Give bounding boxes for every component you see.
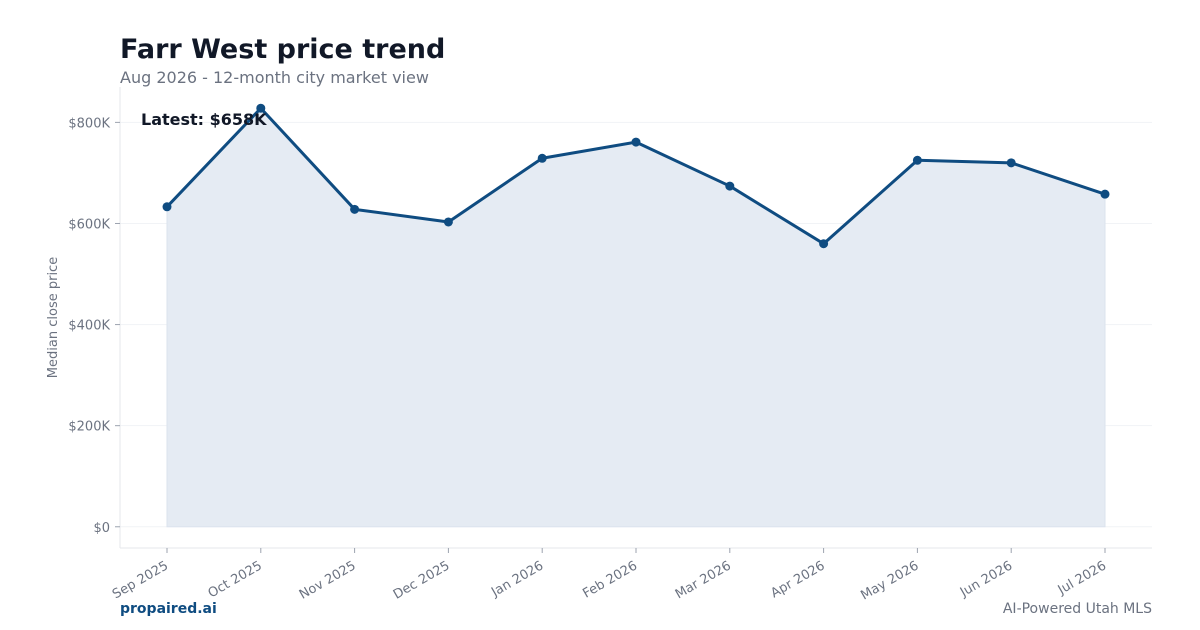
chart-subtitle: Aug 2026 - 12-month city market view (120, 68, 429, 87)
y-tick-label: $0 (93, 521, 110, 536)
y-tick-label: $400K (68, 319, 110, 334)
brand-link[interactable]: propaired.ai (120, 601, 217, 617)
x-tick-label: Jun 2026 (957, 558, 1015, 600)
data-point (631, 137, 641, 147)
x-tick-label: Dec 2025 (391, 558, 453, 602)
x-tick-label: Oct 2025 (206, 558, 265, 601)
x-tick-label: May 2026 (858, 558, 921, 603)
x-tick-label: Jul 2026 (1055, 558, 1109, 598)
x-tick-label: Sep 2025 (110, 558, 171, 602)
data-point (1100, 189, 1110, 199)
y-tick-label: $600K (68, 217, 110, 232)
chart-title: Farr West price trend (120, 34, 446, 65)
data-point (725, 181, 735, 191)
y-axis-title: Median close price (46, 257, 61, 378)
data-point (1006, 158, 1016, 168)
x-tick-label: Feb 2026 (580, 558, 640, 601)
data-point (350, 204, 360, 214)
data-point (443, 217, 453, 227)
x-tick-label: Mar 2026 (673, 558, 734, 602)
data-point (162, 202, 172, 212)
footer-tagline: AI-Powered Utah MLS (1002, 601, 1152, 617)
data-point (819, 239, 829, 249)
latest-annotation: Latest: $658K (141, 110, 267, 129)
data-points (162, 103, 1110, 249)
data-point (912, 155, 922, 165)
x-tick-label: Apr 2026 (768, 558, 827, 601)
x-tick-label: Jan 2026 (488, 558, 546, 600)
y-tick-label: $800K (68, 116, 110, 131)
data-point (537, 153, 547, 163)
x-axis-ticks: Sep 2025 Oct 2025 Nov 2025 Dec 2025 Jan 2026… (110, 548, 1109, 604)
data-point (256, 103, 266, 113)
x-tick-label: Nov 2025 (297, 558, 359, 602)
y-tick-label: $200K (68, 420, 110, 435)
y-axis-ticks: $0 $200K $400K $600K $800K (68, 116, 120, 536)
price-area-fill (166, 107, 1106, 528)
